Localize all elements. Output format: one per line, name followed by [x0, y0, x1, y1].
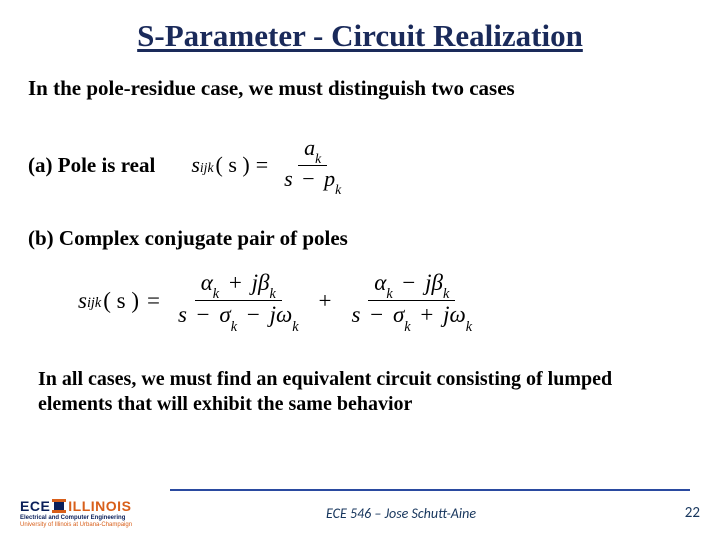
- eq2-t1-s: s: [178, 302, 187, 327]
- case-a-row: (a) Pole is real sijk ( s ) = ak s − pk: [28, 135, 692, 196]
- case-b-label: (b) Complex conjugate pair of poles: [28, 226, 692, 251]
- eq2-equals: =: [147, 288, 160, 314]
- eq1-lhs-sub: ijk: [200, 160, 214, 176]
- content-area: In the pole-residue case, we must distin…: [0, 76, 720, 417]
- eq1-num-sub: k: [315, 151, 321, 166]
- eq1-denominator: s − pk: [278, 166, 347, 196]
- eq1-den-psub: k: [335, 182, 341, 197]
- page-number: 22: [670, 504, 700, 522]
- eq2-t1-beta: β: [258, 270, 269, 295]
- eq2-t1-den: s − σk − jωk: [172, 301, 305, 333]
- eq1-den-s: s: [284, 166, 293, 191]
- eq2-t2-omega: ω: [450, 302, 466, 327]
- logo-row: ECE ILLINOIS: [20, 498, 131, 514]
- eq2-t1-den-m2: −: [247, 302, 260, 327]
- eq1-arg: ( s ): [216, 152, 250, 178]
- intro-text: In the pole-residue case, we must distin…: [28, 76, 692, 101]
- logo-subtitle-1: Electrical and Computer Engineering: [20, 515, 125, 521]
- logo-block: ECE ILLINOIS Electrical and Computer Eng…: [20, 498, 132, 528]
- footer-divider: [170, 489, 690, 491]
- eq2-lhs-sub: ijk: [87, 295, 101, 312]
- logo-illinois-text: ILLINOIS: [68, 498, 131, 514]
- eq1-fraction: ak s − pk: [278, 135, 347, 196]
- eq2-t2-num-minus: −: [402, 270, 415, 295]
- footer-center-text: ECE 546 – Jose Schutt-Aine: [132, 505, 670, 522]
- eq2-lhs-base: s: [78, 288, 87, 314]
- eq2-t1-num: αk + jβk: [195, 269, 282, 302]
- eq1-lhs-base: s: [191, 152, 200, 178]
- eq1-den-minus: −: [302, 166, 314, 191]
- eq2-t1-betasub: k: [269, 286, 275, 302]
- logo-subtitle-2: University of Illinois at Urbana-Champai…: [20, 522, 132, 528]
- eq2-t2-betasub: k: [443, 286, 449, 302]
- eq2-t2-den-p: +: [420, 302, 433, 327]
- equation-complex-pair: sijk ( s ) = αk + jβk s − σk − jωk +: [78, 269, 482, 333]
- eq2-t1-den-m1: −: [197, 302, 210, 327]
- eq2-t2-sigmasub: k: [404, 319, 410, 335]
- eq2-t2-alpha: α: [374, 270, 386, 295]
- eq2-t1-sigmasub: k: [231, 319, 237, 335]
- case-a-label: (a) Pole is real: [28, 153, 155, 178]
- eq2-t2-den: s − σk + jωk: [346, 301, 479, 333]
- eq2-t1-alpha: α: [201, 270, 213, 295]
- eq2-t1-alphasub: k: [213, 286, 219, 302]
- eq1-numerator: ak: [298, 135, 327, 166]
- equation-real-pole: sijk ( s ) = ak s − pk: [191, 135, 351, 196]
- eq1-den-p: p: [324, 166, 335, 191]
- equation-complex-pair-wrap: sijk ( s ) = αk + jβk s − σk − jωk +: [78, 269, 692, 333]
- eq1-equals: =: [256, 152, 268, 178]
- eq2-t2-sigma: σ: [393, 302, 404, 327]
- eq1-num-base: a: [304, 135, 315, 160]
- eq2-t2-den-m1: −: [370, 302, 383, 327]
- eq2-t1-num-plus: +: [229, 270, 242, 295]
- block-i-icon: [54, 499, 64, 513]
- footer-row: ECE ILLINOIS Electrical and Computer Eng…: [20, 498, 700, 528]
- logo-ece-text: ECE: [20, 498, 50, 514]
- eq2-term1-frac: αk + jβk s − σk − jωk: [172, 269, 305, 333]
- footer: ECE ILLINOIS Electrical and Computer Eng…: [0, 489, 720, 528]
- eq2-arg: ( s ): [103, 288, 139, 314]
- eq2-term2-frac: αk − jβk s − σk + jωk: [346, 269, 479, 333]
- page-title: S-Parameter - Circuit Realization: [0, 0, 720, 54]
- eq2-t1-omega: ω: [276, 302, 292, 327]
- eq2-t2-num: αk − jβk: [368, 269, 455, 302]
- eq2-t2-omegasub: k: [466, 319, 472, 335]
- eq2-t1-sigma: σ: [219, 302, 230, 327]
- eq2-t2-alphasub: k: [386, 286, 392, 302]
- conclusion-text: In all cases, we must find an equivalent…: [28, 367, 692, 417]
- eq2-plus: +: [319, 288, 332, 314]
- eq2-t1-omegasub: k: [292, 319, 298, 335]
- eq2-t2-s: s: [352, 302, 361, 327]
- eq2-t2-beta: β: [432, 270, 443, 295]
